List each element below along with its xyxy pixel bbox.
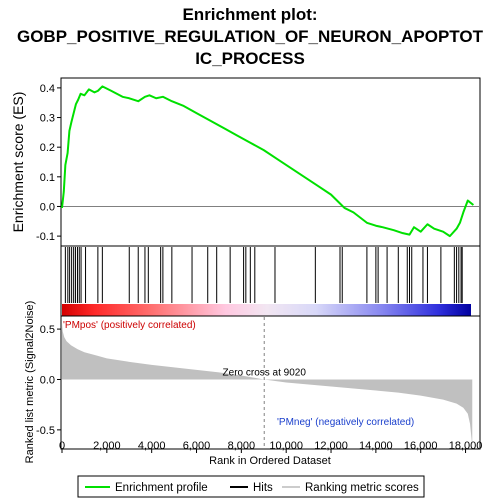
x-tick-label: 2,000 <box>93 440 121 452</box>
x-tick-label: 18,000 <box>449 440 483 452</box>
x-tick-label: 0 <box>59 440 65 452</box>
legend-metric-label: Ranking metric scores <box>305 482 419 494</box>
x-tick-label: 16,000 <box>404 440 438 452</box>
x-tick-label: 12,000 <box>314 440 348 452</box>
hits-panel <box>60 245 481 317</box>
ranked-metric-area <box>62 323 473 446</box>
metric-y-tick-label: 0.0 <box>40 374 55 386</box>
pos-correlated-label: 'PMpos' (positively correlated) <box>63 320 196 331</box>
enrichment-profile-line <box>61 85 475 238</box>
legend: Enrichment profile Hits Ranking metric s… <box>77 475 425 498</box>
x-tick-label: 8,000 <box>228 440 256 452</box>
x-tick-label: 10,000 <box>269 440 303 452</box>
metric-y-axis-label: Ranked list metric (Signal2Noise) <box>24 301 36 464</box>
es-plot-frame <box>60 77 481 247</box>
es-y-axis-label: Enrichment score (ES) <box>10 92 26 233</box>
legend-hits-label: Hits <box>253 482 273 494</box>
legend-box <box>77 475 425 498</box>
metric-panel: -0.5 0.0 0.5 0 2,000 4,000 6,000 8,000 10,000 12… <box>24 301 482 467</box>
x-tick-label: 6,000 <box>183 440 211 452</box>
es-y-tick-label: 0.2 <box>40 142 55 154</box>
es-y-tick-label: 0.3 <box>40 113 55 125</box>
title-line-1: Enrichment plot: <box>182 5 317 24</box>
title-line-2: GOBP_POSITIVE_REGULATION_OF_NEURON_APOPT… <box>17 27 484 46</box>
title-line-3: IC_PROCESS <box>195 49 305 68</box>
es-y-tick-label: -0.1 <box>36 231 55 243</box>
es-y-tick-label: 0.1 <box>40 172 55 184</box>
es-y-tick-label: 0.4 <box>40 83 55 95</box>
es-panel: -0.1 0.0 0.1 0.2 0.3 0.4 Enrichment score (ES… <box>10 77 481 247</box>
x-tick-label: 4,000 <box>138 440 166 452</box>
zero-cross-label: Zero cross at 9020 <box>223 367 307 378</box>
metric-y-tick-label: -0.5 <box>36 425 55 437</box>
neg-correlated-label: 'PMneg' (negatively correlated) <box>277 417 414 428</box>
es-y-tick-label: 0.0 <box>40 201 55 213</box>
ranking-color-bar <box>62 304 471 316</box>
metric-y-tick-label: 0.5 <box>40 324 55 336</box>
legend-profile-label: Enrichment profile <box>115 482 208 494</box>
x-tick-label: 14,000 <box>359 440 393 452</box>
x-axis-label: Rank in Ordered Dataset <box>209 455 331 467</box>
